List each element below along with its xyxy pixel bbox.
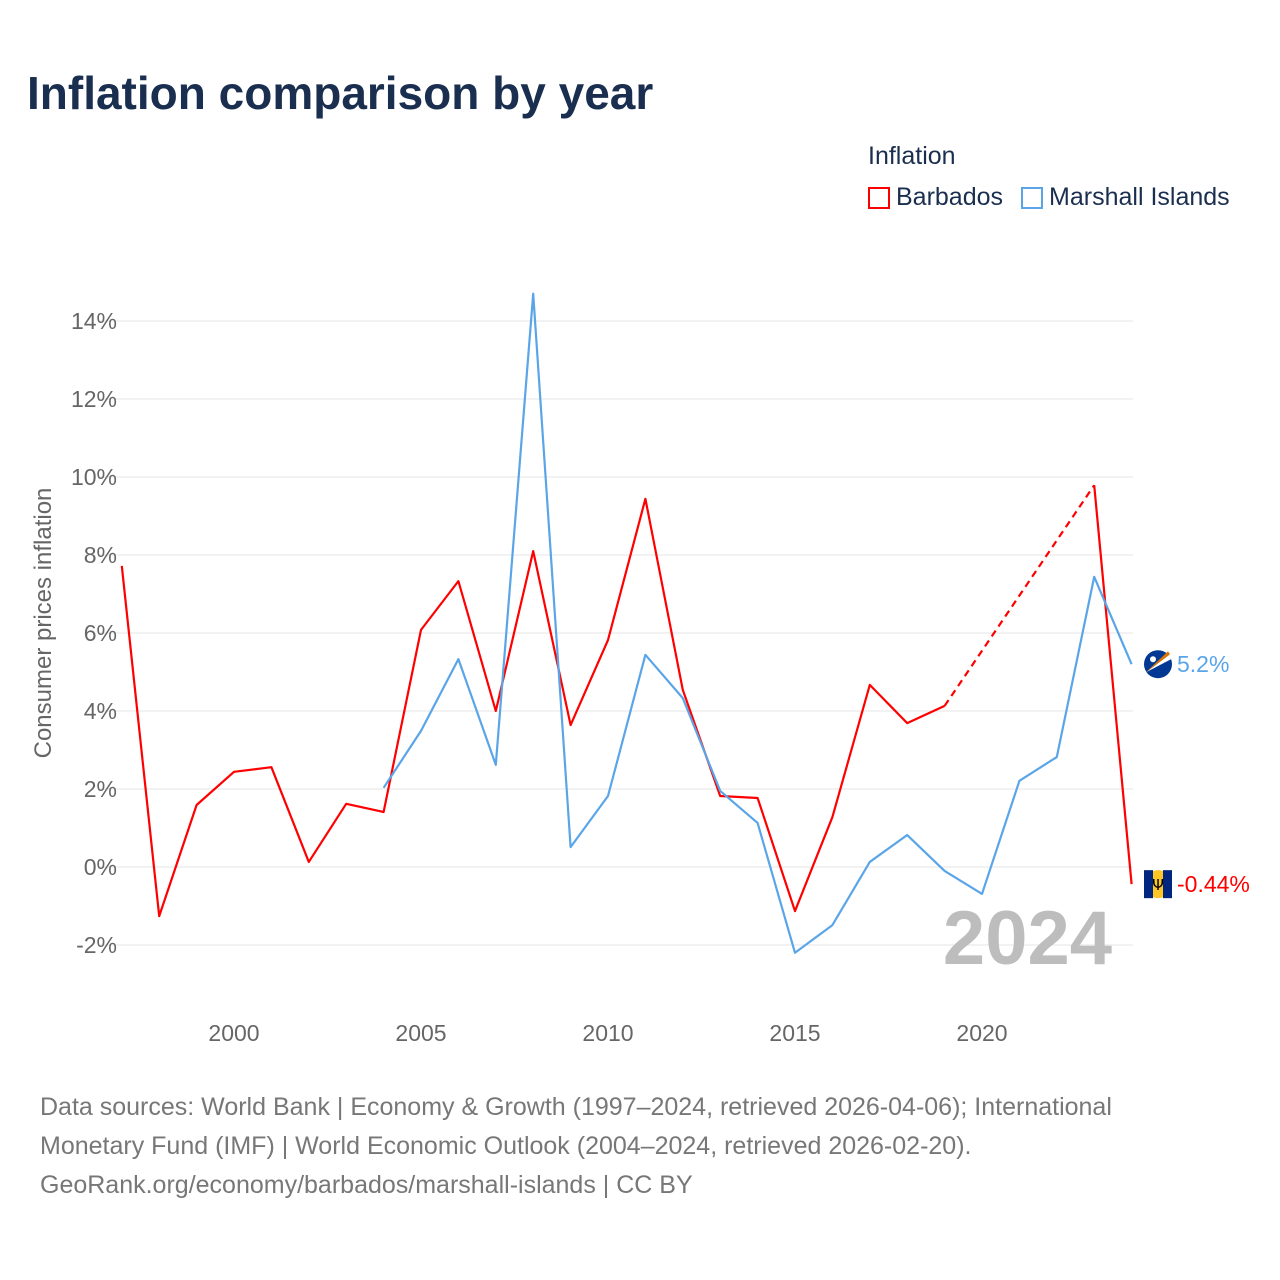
y-axis-label: Consumer prices inflation <box>30 488 57 759</box>
legend-title: Inflation <box>868 142 956 170</box>
end-value-label-barbados: -0.44% <box>1177 871 1250 897</box>
y-tick-label: 6% <box>84 620 117 646</box>
series-gap-line-barbados <box>943 484 1096 707</box>
legend-swatch <box>1021 186 1044 209</box>
y-tick-label: 0% <box>84 854 117 880</box>
x-tick-label: 2010 <box>582 1020 633 1046</box>
y-tick-label: 14% <box>71 308 117 334</box>
x-tick-label: 2000 <box>208 1020 259 1046</box>
trident-icon: Ψ <box>1152 876 1164 894</box>
y-tick-label: -2% <box>76 932 117 958</box>
legend-label: Barbados <box>896 183 1004 211</box>
year-watermark: 2024 <box>943 896 1112 981</box>
flag-band <box>1163 870 1172 899</box>
chart-title: Inflation comparison by year <box>27 67 654 119</box>
source-line: Data sources: World Bank | Economy & Gro… <box>40 1093 1112 1121</box>
y-tick-label: 4% <box>84 698 117 724</box>
x-tick-label: 2005 <box>395 1020 446 1046</box>
y-tick-label: 12% <box>71 386 117 412</box>
flag-barbados-icon: Ψ <box>1144 870 1172 899</box>
x-tick-label: 2020 <box>956 1020 1007 1046</box>
flag-band <box>1144 870 1153 899</box>
legend-label: Marshall Islands <box>1049 183 1230 211</box>
legend-swatch <box>868 186 890 209</box>
legend-item-marshall-islands[interactable]: Marshall Islands <box>1021 183 1230 212</box>
data-source-note: Data sources: World Bank | Economy & Gro… <box>40 1088 1240 1205</box>
flag-stripe <box>1146 651 1170 673</box>
y-tick-label: 8% <box>84 542 117 568</box>
x-tick-label: 2015 <box>769 1020 820 1046</box>
flag-stripe <box>1146 654 1171 673</box>
series-line-barbados <box>120 497 946 918</box>
series-line-barbados <box>1093 485 1133 885</box>
y-tick-label: 10% <box>71 464 117 490</box>
legend: Inflation Barbados Marshall Islands <box>868 142 1230 212</box>
y-tick-label: 2% <box>84 776 117 802</box>
flag-marshall-islands-icon <box>1144 650 1172 679</box>
source-line: GeoRank.org/economy/barbados/marshall-is… <box>40 1171 693 1199</box>
series-line-marshall-islands <box>382 292 1133 954</box>
source-line: Monetary Fund (IMF) | World Economic Out… <box>40 1132 972 1160</box>
end-value-label-marshall-islands: 5.2% <box>1177 651 1229 677</box>
flag-star <box>1150 656 1156 663</box>
legend-item-barbados[interactable]: Barbados <box>868 183 1003 212</box>
